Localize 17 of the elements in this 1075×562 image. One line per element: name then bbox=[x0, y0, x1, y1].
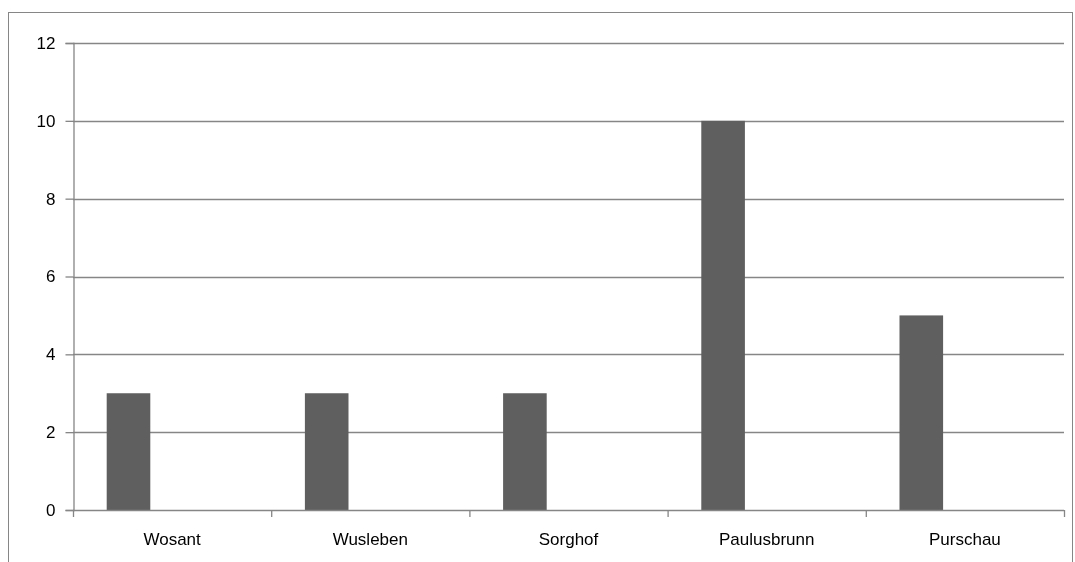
y-tick-label: 4 bbox=[46, 345, 56, 365]
bar bbox=[899, 315, 944, 510]
y-tick-label: 8 bbox=[46, 189, 56, 209]
x-tick-label: Paulusbrunn bbox=[718, 529, 815, 549]
y-tick-label: 12 bbox=[36, 33, 56, 53]
x-tick-label: Purschau bbox=[928, 529, 1001, 549]
bar bbox=[106, 393, 151, 510]
y-tick-label: 2 bbox=[46, 423, 56, 443]
y-tick-label: 0 bbox=[46, 500, 56, 520]
bar bbox=[503, 393, 547, 510]
x-tick-label: Wusleben bbox=[332, 529, 408, 549]
x-tick-label: Wosant bbox=[143, 529, 202, 549]
x-tick-label: Sorghof bbox=[538, 529, 599, 549]
y-tick-label: 10 bbox=[36, 111, 56, 131]
bar bbox=[701, 120, 745, 510]
bar bbox=[304, 393, 349, 510]
y-tick-label: 6 bbox=[46, 267, 56, 287]
